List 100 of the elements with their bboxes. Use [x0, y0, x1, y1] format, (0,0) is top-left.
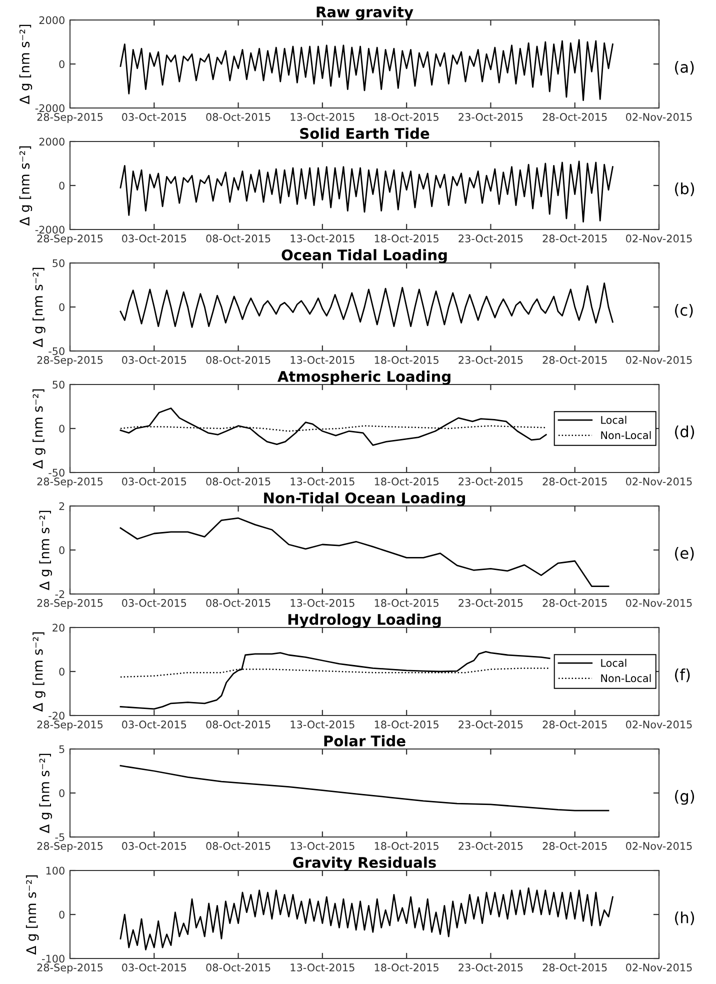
x-tick-label: 02-Nov-2015 — [626, 234, 692, 242]
x-tick-label: 18-Oct-2015 — [374, 964, 438, 972]
x-tick-label: 18-Oct-2015 — [374, 478, 438, 486]
x-tick-label: 13-Oct-2015 — [290, 842, 354, 850]
y-axis-title: Δ g [nm s⁻²] — [39, 510, 52, 590]
x-tick-label: 08-Oct-2015 — [206, 234, 270, 242]
x-tick-label: 02-Nov-2015 — [626, 964, 692, 972]
x-tick-label: 08-Oct-2015 — [206, 720, 270, 728]
y-tick-label: 0 — [59, 182, 64, 190]
line-series — [120, 282, 614, 328]
text: (a) — [675, 61, 694, 75]
x-tick-label: 03-Oct-2015 — [122, 842, 186, 850]
x-tick-label: 28-Sep-2015 — [37, 234, 103, 244]
x-tick-label: 08-Oct-2015 — [206, 113, 270, 121]
y-axis-title: Δ g [nm s⁻²] — [19, 24, 32, 104]
x-tick-label: 28-Sep-2015 — [37, 356, 103, 366]
x-tick-label: 18-Oct-2015 — [374, 599, 438, 607]
x-tick-label: 23-Oct-2015 — [458, 720, 523, 728]
y-tick-label: 0 — [59, 668, 64, 676]
y-axis-title: Δ g [nm s⁻²] — [26, 875, 39, 955]
chart-title: Gravity Residuals — [293, 856, 436, 871]
y-axis-title: Δ g [nm s⁻²] — [19, 146, 32, 226]
x-tick-label: 23-Oct-2015 — [458, 599, 523, 607]
y-tick-label: -50 — [48, 468, 64, 477]
y-axis-title: Δ g [nm s⁻²] — [32, 389, 46, 469]
x-tick-label: 18-Oct-2015 — [374, 234, 438, 242]
x-tick-label: 13-Oct-2015 — [290, 720, 354, 728]
x-tick-label: 28-Oct-2015 — [542, 964, 607, 972]
legend-label: Non-Local — [601, 431, 651, 440]
x-tick-label: 23-Oct-2015 — [458, 234, 523, 242]
line-series — [120, 651, 550, 710]
x-tick-label: 28-Oct-2015 — [542, 842, 607, 850]
y-tick-label: -100 — [42, 954, 64, 963]
y-tick-label: 0 — [59, 789, 64, 798]
x-tick-label: 18-Oct-2015 — [374, 842, 438, 850]
x-tick-label: 08-Oct-2015 — [206, 964, 270, 972]
line-series — [120, 765, 610, 812]
x-tick-label: 13-Oct-2015 — [290, 113, 354, 121]
x-tick-label: 28-Oct-2015 — [542, 720, 607, 728]
x-tick-label: 03-Oct-2015 — [122, 599, 186, 607]
y-tick-label: 2 — [59, 502, 64, 510]
x-tick-label: 28-Sep-2015 — [37, 964, 103, 974]
x-tick-label: 02-Nov-2015 — [626, 356, 692, 364]
y-tick-label: -50 — [48, 347, 64, 356]
x-tick-label: 28-Oct-2015 — [542, 113, 607, 121]
x-tick-label: 23-Oct-2015 — [458, 113, 523, 121]
x-tick-label: 18-Oct-2015 — [374, 356, 438, 364]
text: (h) — [675, 912, 694, 926]
x-tick-label: 03-Oct-2015 — [122, 964, 186, 972]
chart-title: Non-Tidal Ocean Loading — [264, 492, 465, 506]
y-tick-label: 100 — [46, 866, 64, 875]
legend-label: Local — [601, 416, 626, 424]
y-tick-label: 0 — [59, 303, 64, 312]
x-tick-label: 02-Nov-2015 — [626, 113, 692, 121]
chart-title: Raw gravity — [316, 6, 414, 20]
text: (c) — [675, 304, 693, 318]
y-tick-label: 0 — [59, 60, 64, 68]
chart-title: Ocean Tidal Loading — [282, 249, 447, 264]
x-tick-label: 03-Oct-2015 — [122, 356, 186, 364]
x-tick-label: 28-Oct-2015 — [542, 599, 607, 607]
x-tick-label: 13-Oct-2015 — [290, 964, 354, 972]
y-axis-title: Δ g [nm s⁻²] — [32, 632, 46, 712]
x-tick-label: 28-Sep-2015 — [37, 720, 103, 730]
x-tick-label: 08-Oct-2015 — [206, 356, 270, 364]
x-tick-label: 28-Oct-2015 — [542, 478, 607, 486]
y-tick-label: -20 — [48, 712, 64, 720]
text: (d) — [675, 426, 694, 440]
y-tick-label: 2000 — [39, 16, 64, 24]
x-tick-label: 08-Oct-2015 — [206, 599, 270, 607]
legend-label: Local — [601, 658, 626, 667]
x-tick-label: 28-Sep-2015 — [37, 599, 103, 609]
y-tick-label: 5 — [59, 745, 64, 754]
x-tick-label: 28-Oct-2015 — [542, 234, 607, 242]
text: (f) — [675, 668, 690, 682]
y-tick-label: -2000 — [35, 226, 64, 234]
x-tick-label: 02-Nov-2015 — [626, 599, 692, 607]
y-tick-label: -2000 — [35, 104, 64, 112]
line-series — [120, 39, 614, 101]
x-tick-label: 28-Oct-2015 — [542, 356, 607, 364]
y-axis-title: Δ g [nm s⁻²] — [32, 268, 46, 348]
x-tick-label: 03-Oct-2015 — [122, 478, 186, 486]
x-tick-label: 23-Oct-2015 — [458, 842, 523, 850]
x-tick-label: 13-Oct-2015 — [290, 356, 354, 364]
x-tick-label: 28-Sep-2015 — [37, 842, 103, 852]
x-tick-label: 13-Oct-2015 — [290, 234, 354, 242]
x-tick-label: 02-Nov-2015 — [626, 720, 692, 728]
y-tick-label: 0 — [59, 424, 64, 433]
chart-title: Polar Tide — [324, 735, 406, 746]
line-series — [120, 517, 610, 587]
x-tick-label: 08-Oct-2015 — [206, 842, 270, 850]
y-tick-label: 0 — [59, 910, 64, 919]
y-tick-label: 50 — [52, 380, 64, 389]
y-tick-label: 0 — [59, 546, 64, 554]
text: (e) — [675, 547, 694, 561]
x-tick-label: 23-Oct-2015 — [458, 478, 523, 486]
legend-label: Non-Local — [601, 674, 651, 682]
x-tick-label: 02-Nov-2015 — [626, 842, 692, 850]
text: (g) — [675, 790, 694, 805]
x-tick-label: 08-Oct-2015 — [206, 478, 270, 486]
line-series — [120, 160, 614, 222]
